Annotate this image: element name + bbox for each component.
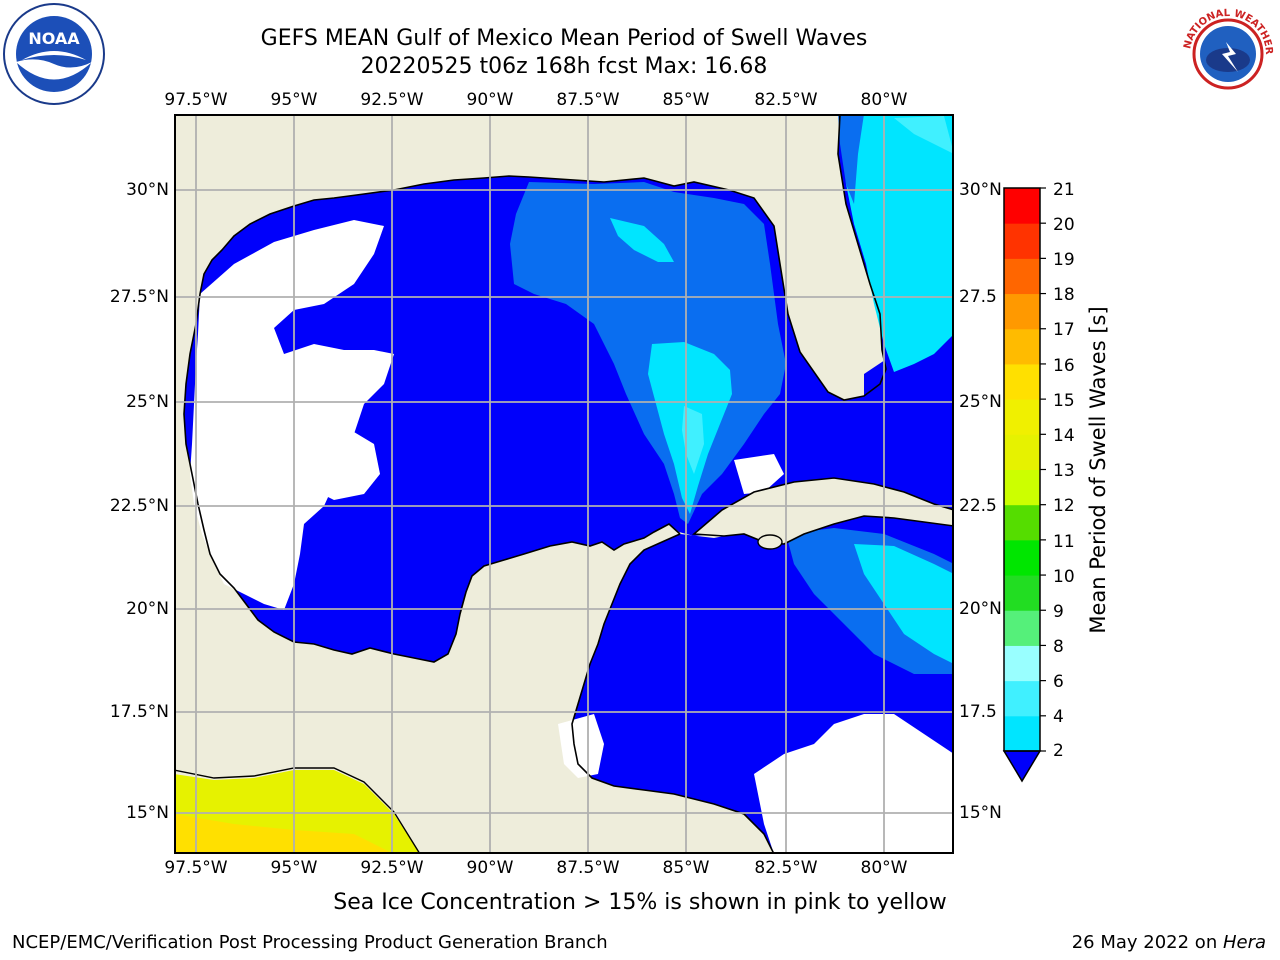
lon-tick-top: 85°W bbox=[662, 90, 710, 110]
lon-tick-top: 95°W bbox=[270, 90, 318, 110]
colorbar-tick: 8 bbox=[1053, 637, 1064, 657]
colorbar bbox=[1002, 187, 1046, 783]
colorbar-tick: 6 bbox=[1053, 672, 1064, 692]
colorbar-band bbox=[1004, 188, 1040, 224]
colorbar-band bbox=[1004, 610, 1040, 646]
colorbar-band bbox=[1004, 223, 1040, 259]
swell-zone-atlantic-light bbox=[894, 116, 954, 154]
nws-logo: NATIONAL WEATHER SERVICE bbox=[1176, 2, 1277, 103]
footer-credit: NCEP/EMC/Verification Post Processing Pr… bbox=[12, 932, 608, 953]
lat-tick-left: 22.5°N bbox=[109, 496, 169, 516]
swell-zone-cyan-north bbox=[610, 218, 674, 262]
colorbar-band bbox=[1004, 504, 1040, 541]
nodata-caribbean-south bbox=[754, 714, 954, 854]
nodata-western-gulf bbox=[190, 220, 394, 610]
colorbar-tick: 21 bbox=[1053, 180, 1075, 200]
map-subtitle: 20220525 t06z 168h fcst Max: 16.68 bbox=[360, 54, 768, 79]
colorbar-extend-arrow bbox=[1002, 750, 1042, 783]
lat-tick-right: 27.5 bbox=[959, 287, 997, 307]
lat-tick-left: 27.5°N bbox=[109, 287, 169, 307]
map-frame bbox=[174, 114, 954, 854]
graticule bbox=[174, 114, 954, 854]
colorbar-band bbox=[1004, 399, 1040, 435]
colorbar-band bbox=[1004, 469, 1040, 506]
colorbar-band bbox=[1004, 715, 1040, 752]
lon-tick-bottom: 95°W bbox=[270, 858, 318, 878]
swell-zone-eastern-gulf bbox=[510, 182, 786, 524]
colorbar-tick: 17 bbox=[1053, 320, 1075, 340]
atlantic-water bbox=[864, 344, 954, 512]
lon-tick-bottom: 97.5°W bbox=[164, 858, 228, 878]
colorbar-band bbox=[1004, 575, 1040, 611]
colorbar-band bbox=[1004, 645, 1040, 682]
lon-tick-top: 87.5°W bbox=[556, 90, 620, 110]
colorbar-tick: 4 bbox=[1053, 707, 1064, 727]
lat-tick-right: 25°N bbox=[959, 392, 1002, 412]
lat-tick-right: 20°N bbox=[959, 599, 1002, 619]
colorbar-tick: 11 bbox=[1053, 532, 1075, 552]
lon-tick-top: 90°W bbox=[466, 90, 514, 110]
lat-tick-left: 15°N bbox=[126, 803, 169, 823]
lon-tick-bottom: 80°W bbox=[860, 858, 908, 878]
lat-tick-right: 22.5 bbox=[959, 496, 997, 516]
nodata-western-gulf-2 bbox=[314, 432, 380, 500]
swell-zone-caribbean-cyan bbox=[854, 544, 954, 664]
colorbar-band bbox=[1004, 680, 1040, 717]
map-title: GEFS MEAN Gulf of Mexico Mean Period of … bbox=[260, 26, 868, 51]
lat-tick-right: 17.5 bbox=[959, 702, 997, 722]
central-america-coastline bbox=[571, 533, 775, 854]
mexico-coastline bbox=[183, 175, 681, 663]
colorbar-tick: 10 bbox=[1053, 567, 1075, 587]
colorbar-tick: 15 bbox=[1053, 391, 1075, 411]
lon-tick-top: 92.5°W bbox=[360, 90, 424, 110]
lat-tick-left: 25°N bbox=[126, 392, 169, 412]
nodata-caribbean-north bbox=[734, 454, 784, 494]
nodata-caribbean-west bbox=[558, 714, 604, 778]
lon-tick-bottom: 82.5°W bbox=[754, 858, 818, 878]
colorbar-tick: 2 bbox=[1053, 741, 1064, 761]
colorbar-tick: 16 bbox=[1053, 356, 1075, 376]
pacific-coastline bbox=[174, 767, 421, 854]
lon-tick-top: 82.5°W bbox=[754, 90, 818, 110]
footer-date-text: 26 May 2022 on bbox=[1071, 932, 1223, 953]
colorbar-band bbox=[1004, 363, 1040, 400]
colorbar-band bbox=[1004, 293, 1040, 330]
colorbar-tick: 13 bbox=[1053, 461, 1075, 481]
lon-tick-bottom: 85°W bbox=[662, 858, 710, 878]
swell-zone-light-patch bbox=[682, 406, 704, 474]
lon-tick-top: 80°W bbox=[860, 90, 908, 110]
colorbar-band bbox=[1004, 434, 1040, 470]
lon-tick-top: 97.5°W bbox=[164, 90, 228, 110]
swell-zone-atlantic bbox=[842, 114, 954, 372]
colorbar-band bbox=[1004, 258, 1040, 295]
colorbar-tick: 18 bbox=[1053, 285, 1075, 305]
lat-tick-left: 30°N bbox=[126, 180, 169, 200]
lat-tick-right: 15°N bbox=[959, 803, 1002, 823]
noaa-logo: NOAA bbox=[3, 3, 105, 105]
sea-ice-note: Sea Ice Concentration > 15% is shown in … bbox=[333, 890, 947, 915]
colorbar-band bbox=[1004, 328, 1040, 365]
colorbar-tick: 20 bbox=[1053, 215, 1075, 235]
pacific-swell-field-orange bbox=[174, 814, 394, 854]
colorbar-tick: 19 bbox=[1053, 250, 1075, 270]
footer-host: Hera bbox=[1222, 932, 1266, 953]
isla-juventud-land bbox=[757, 534, 783, 550]
colorbar-label: Mean Period of Swell Waves [s] bbox=[1086, 306, 1110, 634]
svg-text:NOAA: NOAA bbox=[28, 29, 80, 48]
colorbar-tick: 9 bbox=[1053, 602, 1064, 622]
footer-date: 26 May 2022 on Hera bbox=[1072, 932, 1266, 953]
colorbar-tick: 12 bbox=[1053, 496, 1075, 516]
gulf-coastline bbox=[528, 114, 887, 401]
lon-tick-bottom: 90°W bbox=[466, 858, 514, 878]
lon-tick-bottom: 87.5°W bbox=[556, 858, 620, 878]
lon-tick-bottom: 92.5°W bbox=[360, 858, 424, 878]
lat-tick-right: 30°N bbox=[959, 180, 1002, 200]
colorbar-tick: 14 bbox=[1053, 426, 1075, 446]
lat-tick-left: 17.5°N bbox=[109, 702, 169, 722]
colorbar-band bbox=[1004, 539, 1040, 576]
swell-zone-atlantic-edge bbox=[838, 114, 864, 204]
lat-tick-left: 20°N bbox=[126, 599, 169, 619]
swell-period-map bbox=[174, 114, 954, 854]
